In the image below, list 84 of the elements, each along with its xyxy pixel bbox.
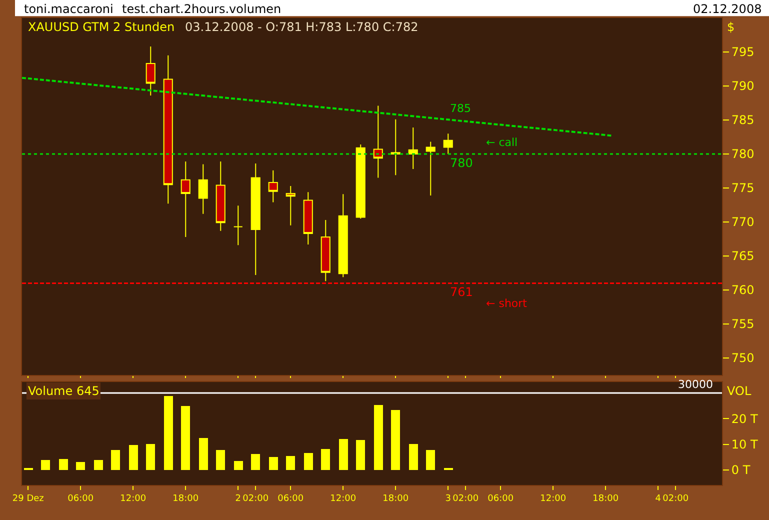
candlestick <box>163 54 173 204</box>
bar <box>356 440 365 470</box>
x-tick-label: 06:00 <box>488 494 514 504</box>
bar <box>374 405 383 470</box>
candlestick <box>356 144 366 220</box>
chart-subtitle: 03.12.2008 - O:781 H:783 L:780 C:782 <box>185 20 418 34</box>
candlestick <box>303 192 313 245</box>
x-tick-label: 18:00 <box>172 494 199 504</box>
y-tick-label: 750 <box>731 351 754 366</box>
candlestick <box>180 160 190 238</box>
x-tick-label: 3 <box>445 494 451 504</box>
annotation: ← call <box>486 136 518 149</box>
candlestick <box>408 126 418 170</box>
chart-title: Volume 645 <box>28 384 100 398</box>
candlestick <box>338 194 348 278</box>
x-tick-label: 06:00 <box>68 494 94 504</box>
chart-title: XAUUSD GTM 2 Stunden <box>28 20 175 34</box>
text: test.chart.2hours.volumen <box>122 2 282 16</box>
bar <box>59 459 68 470</box>
y-tick-label: 760 <box>731 283 754 298</box>
bar <box>181 406 190 470</box>
y-tick-label: 20 T <box>731 412 758 426</box>
candlestick <box>286 185 296 226</box>
bar <box>199 438 208 470</box>
x-tick-label: 02:00 <box>242 494 269 504</box>
y-tick-label: 780 <box>731 147 754 162</box>
y-tick-label: 765 <box>731 249 754 264</box>
x-tick-label: 02:00 <box>662 494 689 504</box>
y-tick-label: 755 <box>731 317 754 332</box>
bar <box>129 445 138 470</box>
candlestick <box>146 46 156 96</box>
bar <box>339 439 348 470</box>
text: toni.maccaroni <box>24 2 114 16</box>
y-tick-label: 10 T <box>731 437 758 452</box>
y-tick-label: 0 T <box>731 463 751 478</box>
bar <box>234 461 243 470</box>
x-tick-label: 12:00 <box>330 494 356 504</box>
bar <box>146 444 155 470</box>
candlestick <box>216 160 226 232</box>
bar <box>321 449 330 470</box>
candlestick <box>443 133 453 154</box>
x-tick-label: 02:00 <box>452 494 479 504</box>
y-axis-title: VOL <box>727 384 752 398</box>
bar <box>76 462 85 470</box>
bar <box>304 453 313 470</box>
candlestick <box>198 164 208 214</box>
y-tick-label: 785 <box>731 113 754 128</box>
y-axis-title: $ <box>727 20 735 34</box>
bar <box>251 454 260 470</box>
bar <box>111 450 120 470</box>
bar <box>269 457 278 470</box>
bar <box>41 460 50 470</box>
bar <box>391 410 400 470</box>
candlestick <box>426 141 436 196</box>
x-tick-label: 2 <box>235 494 241 504</box>
annotation: ← short <box>486 297 528 310</box>
candlestick <box>268 170 278 203</box>
x-tick-label: 06:00 <box>278 494 304 504</box>
bar <box>286 456 295 470</box>
y-tick-label: 790 <box>731 79 754 94</box>
x-tick-label: 4 <box>655 494 662 504</box>
candlestick <box>390 118 400 176</box>
bar <box>409 444 418 470</box>
candlestick <box>373 105 383 178</box>
y-tick-label: 770 <box>731 215 754 230</box>
candlestick <box>250 163 260 276</box>
y-tick-label: 775 <box>731 181 754 196</box>
y-tick-label: 795 <box>731 45 754 60</box>
x-tick-label: 12:00 <box>540 494 566 504</box>
bar <box>216 450 225 470</box>
annotation: 785 <box>450 102 471 115</box>
candlestick <box>320 219 330 282</box>
text: 02.12.2008 <box>693 2 762 16</box>
ref-line-label: 761 <box>450 285 473 299</box>
x-tick-label: 18:00 <box>592 494 619 504</box>
bar <box>426 450 435 470</box>
candlestick <box>233 205 243 246</box>
x-tick-label: 29 Dez <box>12 494 44 504</box>
x-tick-label: 12:00 <box>120 494 146 504</box>
ref-line-label: 30000 <box>678 378 713 391</box>
x-tick-label: 18:00 <box>382 494 409 504</box>
ref-line-label: 780 <box>450 156 473 170</box>
bar <box>94 460 103 470</box>
bar <box>164 396 173 470</box>
